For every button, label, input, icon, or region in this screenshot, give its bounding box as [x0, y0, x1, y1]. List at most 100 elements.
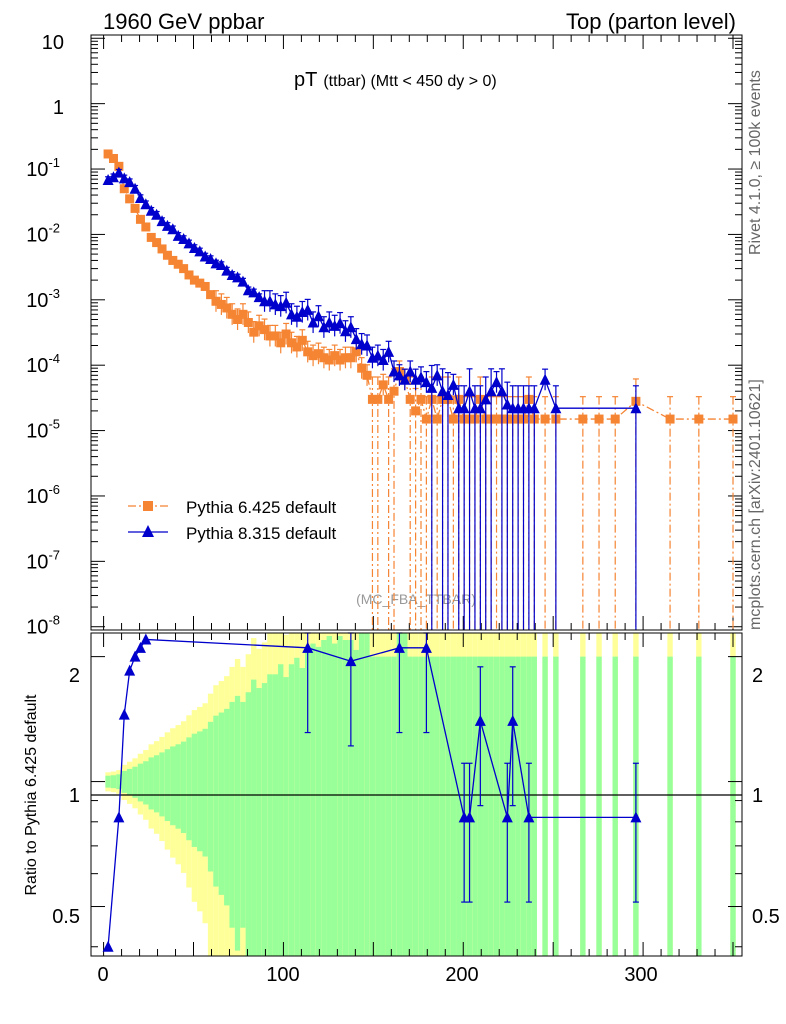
data-point-square: [665, 414, 675, 424]
ratio-data-point: [501, 811, 513, 823]
ratio-data-point: [345, 655, 357, 667]
uncertainty-band-inner: [542, 656, 548, 956]
y-tick-label: 10-2: [26, 220, 60, 246]
data-point-square: [265, 331, 275, 341]
data-point-triangle: [383, 345, 395, 357]
ratio-axis-label: Ratio to Pythia 6.425 default: [23, 694, 40, 896]
data-point-square: [728, 414, 738, 424]
x-tick-100: 100: [266, 964, 299, 986]
uncertainty-band-inner: [191, 733, 198, 847]
data-point-square: [211, 296, 221, 306]
data-point-square: [308, 351, 318, 361]
data-point-square: [432, 414, 442, 424]
data-point-triangle: [485, 385, 497, 397]
data-point-square: [162, 250, 172, 260]
x-tick-300: 300: [624, 964, 657, 986]
data-point-triangle: [442, 389, 454, 401]
uncertainty-band-inner: [531, 656, 537, 956]
data-point-square: [119, 184, 129, 194]
data-point-square: [222, 303, 232, 313]
uncertainty-band-inner: [331, 643, 338, 956]
source-url-label: mcplots.cern.ch [arXiv:2401.10621]: [747, 379, 764, 630]
ratio-data-point: [420, 641, 432, 653]
uncertainty-band-inner: [375, 656, 381, 956]
uncertainty-band-inner: [488, 656, 494, 956]
data-point-square: [276, 338, 286, 348]
y-tick-1: 1: [53, 97, 64, 119]
data-point-triangle: [437, 385, 449, 397]
uncertainty-band-inner: [429, 656, 435, 956]
data-point-square: [189, 275, 199, 285]
uncertainty-band-inner: [472, 656, 478, 956]
data-point-square: [405, 394, 415, 404]
data-point-triangle: [334, 317, 346, 329]
uncertainty-band-inner: [207, 721, 214, 872]
ratio-y-tick-2: 2: [69, 665, 80, 687]
y-tick-label: 10-5: [26, 417, 60, 443]
data-point-square: [130, 203, 140, 213]
ratio-data-point: [464, 811, 476, 823]
data-point-square: [146, 232, 156, 242]
uncertainty-band-inner: [213, 715, 219, 887]
uncertainty-band-inner: [315, 646, 322, 956]
data-point-triangle: [458, 402, 470, 414]
data-point-triangle: [291, 310, 303, 322]
data-point-square: [297, 335, 307, 345]
uncertainty-band-inner: [294, 657, 300, 956]
uncertainty-band-inner: [450, 656, 457, 956]
data-point-triangle: [156, 215, 168, 227]
uncertainty-band-inner: [197, 731, 203, 852]
data-point-square: [135, 214, 145, 224]
data-point-triangle: [248, 286, 260, 298]
uncertainty-band-inner: [380, 656, 386, 956]
data-point-square: [357, 363, 367, 373]
data-point-square: [195, 278, 205, 288]
uncertainty-band-inner: [477, 656, 484, 956]
data-point-triangle: [388, 365, 400, 377]
uncertainty-band-inner: [730, 656, 736, 956]
data-point-triangle: [172, 229, 184, 241]
main-axis-ticks: [91, 35, 742, 630]
main-plot-title: pT (ttbar) (Mtt < 450 dy > 0): [294, 69, 497, 91]
data-point-triangle: [275, 300, 287, 312]
data-point-triangle: [134, 192, 146, 204]
uncertainty-band-inner: [412, 656, 419, 956]
uncertainty-band-inner: [580, 656, 586, 956]
data-point-triangle: [102, 173, 114, 185]
y-tick-label: 10-6: [26, 482, 60, 508]
data-point-square: [254, 321, 264, 331]
uncertainty-band-inner: [159, 752, 165, 817]
data-point-square: [227, 309, 237, 319]
uncertainty-band-inner: [385, 656, 392, 956]
y-tick-label: 10-7: [26, 547, 60, 573]
uncertainty-band-inner: [267, 674, 273, 956]
uncertainty-band-inner: [137, 763, 144, 802]
data-point-triangle: [124, 176, 136, 188]
uncertainty-band-inner: [272, 674, 279, 956]
data-point-square: [389, 386, 399, 396]
data-point-square: [373, 394, 383, 404]
uncertainty-band-inner: [418, 656, 424, 956]
uncertainty-band-inner: [696, 656, 702, 956]
legend-pythia6-marker: [143, 501, 153, 511]
uncertainty-band-inner: [515, 656, 521, 956]
data-point-triangle: [501, 398, 513, 410]
uncertainty-band-inner: [202, 728, 208, 857]
data-point-triangle: [264, 295, 276, 307]
data-point-triangle: [480, 393, 492, 405]
data-point-square: [108, 153, 118, 163]
ratio-data-point: [630, 811, 642, 823]
data-point-triangle: [318, 321, 330, 333]
main-panel: 10 1 10-1 10-2 10-3 10-4 10-5 10-6 10-7 10-8: [26, 32, 743, 639]
y-tick-label: 10-1: [26, 155, 60, 181]
uncertainty-band-inner: [116, 774, 122, 790]
ratio-data-point: [129, 650, 141, 662]
data-point-square: [578, 414, 588, 424]
main-y-tick-labels: 10-1 10-2 10-3 10-4 10-5 10-6 10-7 10-8: [26, 155, 60, 639]
data-point-triangle: [178, 233, 190, 245]
data-point-triangle: [345, 321, 357, 333]
uncertainty-band-inner: [110, 775, 117, 789]
uncertainty-band-inner: [229, 701, 235, 928]
uncertainty-band-inner: [299, 667, 306, 956]
data-point-triangle: [393, 369, 405, 381]
